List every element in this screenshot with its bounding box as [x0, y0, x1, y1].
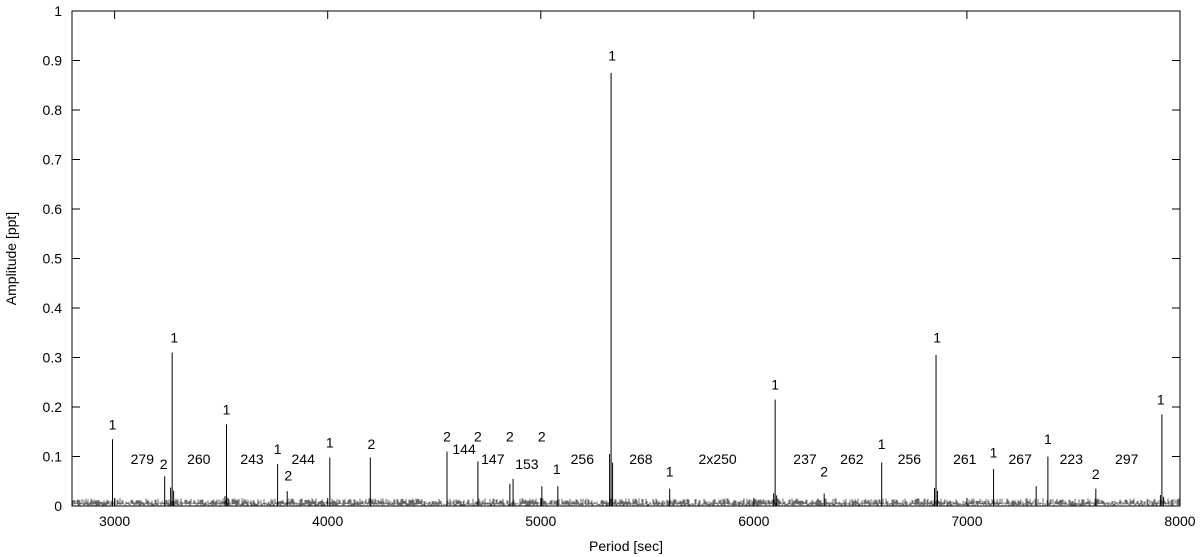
x-tick-label: 4000 [312, 513, 343, 529]
peak-annotation: 1 [608, 48, 616, 64]
x-axis-label: Period [sec] [589, 538, 663, 554]
peak-annotation: 2 [506, 429, 514, 445]
peak-annotation: 2 [820, 463, 828, 479]
axis-ticks [72, 10, 1181, 507]
peak-annotation: 223 [1060, 451, 1084, 467]
peak-annotation: 267 [1009, 451, 1033, 467]
peak-annotation: 2 [538, 429, 546, 445]
peak-annotation: 1 [878, 436, 886, 452]
x-tick-label: 7000 [951, 513, 982, 529]
y-tick-label: 0.6 [43, 201, 63, 217]
peak-annotation: 1 [933, 330, 941, 346]
x-tick-label: 5000 [525, 513, 556, 529]
tick-labels: 3000 4000 5000 6000 7000 8000 0 0.1 0.2 0.3 0.4 0.5… [43, 3, 1196, 529]
y-tick-label: 0.7 [43, 152, 63, 168]
peak-annotation: 1 [1044, 431, 1052, 447]
peak-annotation: 1 [771, 377, 779, 393]
y-axis-label: Amplitude [ppt] [3, 212, 19, 305]
y-tick-label: 0.5 [43, 251, 63, 267]
peak-annotation: 262 [840, 451, 864, 467]
peak-annotation: 2 [160, 456, 168, 472]
peak-annotation: 144 [452, 441, 476, 457]
peak-annotation: 2 [474, 429, 482, 445]
noise-floor [72, 498, 1180, 506]
y-tick-label: 0.3 [43, 350, 63, 366]
peak-annotation: 1 [274, 441, 282, 457]
peak-annotation: 2 [284, 467, 292, 483]
y-tick-label: 1 [54, 3, 62, 19]
peak-annotation: 153 [515, 456, 539, 472]
y-tick-label: 0 [54, 498, 62, 514]
peak-annotation: 279 [131, 451, 155, 467]
peak-annotation: 2x250 [699, 451, 737, 467]
peak-annotation: 297 [1115, 451, 1139, 467]
peak-annotation: 256 [898, 451, 922, 467]
peak-annotation: 2 [443, 429, 451, 445]
y-tick-label: 0.2 [43, 399, 63, 415]
peak-annotation: 1 [553, 461, 561, 477]
x-tick-label: 8000 [1164, 513, 1195, 529]
peak-annotation: 244 [292, 451, 316, 467]
peak-lines [111, 72, 1164, 506]
plot-frame [71, 10, 1181, 507]
peak-annotation: 268 [629, 451, 653, 467]
peak-annotation: 1 [666, 463, 674, 479]
peak-annotation: 237 [793, 451, 817, 467]
peak-annotation: 147 [481, 451, 505, 467]
peak-annotation: 2 [1092, 466, 1100, 482]
y-tick-label: 0.1 [43, 449, 63, 465]
y-tick-label: 0.4 [43, 300, 63, 316]
peak-annotation: 2 [367, 436, 375, 452]
peak-annotation: 261 [953, 451, 977, 467]
peak-annotation: 1 [990, 444, 998, 460]
peak-annotation: 243 [240, 451, 264, 467]
peak-annotation: 1 [1157, 392, 1165, 408]
x-tick-label: 3000 [99, 513, 130, 529]
y-tick-label: 0.9 [43, 53, 63, 69]
peak-annotation: 1 [170, 330, 178, 346]
peak-annotation: 260 [187, 451, 211, 467]
peak-annotation: 1 [326, 435, 334, 451]
peak-annotation: 256 [571, 451, 595, 467]
x-tick-label: 6000 [738, 513, 769, 529]
peak-annotation: 1 [109, 416, 117, 432]
y-tick-label: 0.8 [43, 102, 63, 118]
peak-annotation: 1 [223, 401, 231, 417]
